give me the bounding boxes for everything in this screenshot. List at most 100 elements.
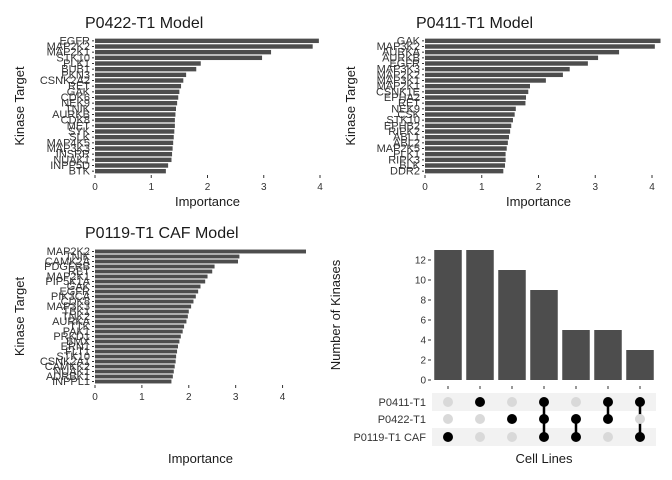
set-dot-filled	[635, 397, 645, 407]
bar-aurkb	[95, 112, 176, 117]
x-tick-label: 4	[317, 182, 323, 193]
bar-ret	[425, 100, 526, 106]
y-tick-label: CSK	[397, 109, 420, 121]
bar-slk	[95, 134, 174, 140]
x-tick-label: 3	[261, 182, 267, 193]
x-axis-title: Importance	[175, 194, 240, 209]
x-tick-label: 4	[649, 182, 655, 193]
bar-csnk2a2	[95, 78, 184, 83]
bar-ret	[95, 83, 182, 89]
bar-gak	[95, 284, 201, 289]
y-tick-label: BMX	[66, 336, 91, 348]
y-tick-label: TTK	[69, 321, 90, 333]
y-tick-label: 2	[420, 356, 426, 367]
bar-plk1	[425, 151, 506, 157]
bar-map3k3	[95, 304, 192, 309]
y-tick-label: STK10	[386, 115, 420, 127]
y-tick-label: CSNK1E	[376, 86, 420, 98]
bar-camkk2	[95, 364, 175, 369]
x-axis-title: Importance	[506, 194, 571, 209]
bar-epha2	[425, 95, 527, 100]
bar-met	[95, 123, 175, 129]
y-tick-label: 8	[420, 296, 426, 307]
y-tick-label: RIPK2	[388, 126, 420, 138]
bar-nuak1	[95, 369, 174, 374]
bar-map3k3	[95, 146, 173, 151]
set-dot-empty	[443, 414, 453, 424]
y-tick-label: MAP2K2	[47, 246, 90, 258]
y-tick-label: NUAK1	[53, 366, 90, 378]
set-dot-filled	[571, 414, 581, 424]
set-dot-filled	[571, 432, 581, 442]
y-tick-label: ABL2	[393, 137, 420, 149]
bar-cdk8	[95, 299, 194, 304]
bar-map2k2	[95, 44, 313, 49]
bar-stk10	[425, 117, 513, 123]
bar-pik3ca	[95, 294, 196, 299]
bar-map2k1	[425, 83, 530, 89]
set-dot-empty	[571, 397, 581, 407]
bar-prkd1	[95, 334, 181, 339]
bar-bub1	[95, 66, 197, 72]
set-dot-empty	[507, 432, 517, 442]
bar-map2k2	[425, 72, 563, 78]
bar-egfr	[95, 38, 319, 44]
bar-ephb2	[425, 123, 512, 129]
y-tick-label: INPPL1	[52, 376, 90, 388]
x-tick-label: 0	[92, 392, 98, 403]
bar-map3k2	[425, 44, 655, 49]
bar-ern1	[95, 344, 178, 349]
set-dot-empty	[443, 397, 453, 407]
bar-ripk2	[425, 129, 511, 134]
y-tick-label: INPP5D	[50, 160, 90, 172]
bar-inppl1	[95, 379, 172, 384]
y-tick-label: 10	[415, 276, 427, 287]
bar-map3k3	[425, 66, 570, 72]
y-tick-label: AURKA	[52, 316, 91, 328]
y-tick-label: EGFR	[59, 286, 90, 298]
intersection-bar	[594, 330, 622, 380]
y-tick-label: TNIK	[65, 251, 91, 263]
y-tick-label: CSNK2A1	[40, 356, 90, 368]
bar-nuak1	[95, 157, 172, 163]
set-dot-empty	[603, 432, 613, 442]
y-tick-label: RET	[68, 266, 90, 278]
bar-nek9	[95, 100, 178, 106]
bar-pip5k1a	[95, 279, 206, 284]
y-tick-label: AURKB	[382, 52, 420, 64]
y-tick-label: PLK1	[393, 149, 420, 161]
y-tick-label: TBK1	[62, 306, 90, 318]
bar-pdgfrb	[95, 264, 215, 269]
set-dot-filled	[603, 397, 613, 407]
bar-csnk1e	[425, 89, 529, 95]
y-tick-label: SLK	[69, 132, 90, 144]
bar-map2k2	[95, 249, 306, 254]
y-tick-label: MAP2K1	[377, 81, 420, 93]
bar-camk2a	[95, 259, 239, 264]
bar-pkn3	[95, 72, 187, 78]
set-label: P0119-T1 CAF	[353, 432, 426, 444]
bar-csnk2a1	[95, 359, 176, 364]
bar-ret	[95, 269, 213, 274]
y-tick-label: MAP3K2	[377, 41, 420, 53]
intersection-bar	[466, 250, 494, 380]
set-dot-filled	[443, 432, 453, 442]
x-tick-label: 3	[592, 182, 598, 193]
y-tick-label: STK10	[56, 52, 90, 64]
y-tick-label: CAMKK2	[45, 361, 90, 373]
bar-stk10	[95, 55, 263, 61]
bar-cdk8	[95, 117, 175, 123]
y-tick-label: MAP3K3	[377, 64, 420, 76]
y-tick-label: DDR2	[390, 166, 420, 178]
x-tick-label: 2	[536, 182, 542, 193]
x-tick-label: 0	[92, 182, 98, 193]
y-tick-label: PIP5K1A	[45, 276, 90, 288]
x-tick-label: 0	[422, 182, 428, 193]
bar-ripk3	[425, 157, 506, 163]
set-dot-filled	[475, 397, 485, 407]
bar-cdk6	[95, 95, 179, 100]
y-tick-label: MAP3K3	[47, 143, 90, 155]
set-dot-filled	[603, 414, 613, 424]
bar-tnk2	[95, 314, 188, 319]
